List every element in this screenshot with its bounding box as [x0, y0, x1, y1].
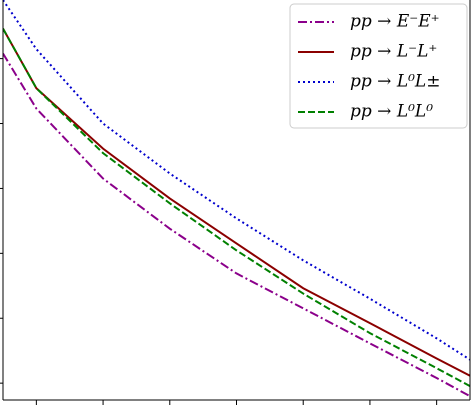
legend-label: pp → L⁰L⁰ — [350, 102, 433, 122]
legend-label: pp → E⁻E⁺ — [350, 12, 440, 32]
series-line — [3, 28, 470, 387]
series-line — [3, 28, 470, 377]
legend-box — [289, 3, 468, 129]
series-line — [3, 52, 470, 398]
legend-label: pp → L⁻L⁺ — [350, 42, 437, 62]
series-line — [3, 0, 470, 361]
legend-label: pp → L⁰L± — [350, 72, 440, 92]
